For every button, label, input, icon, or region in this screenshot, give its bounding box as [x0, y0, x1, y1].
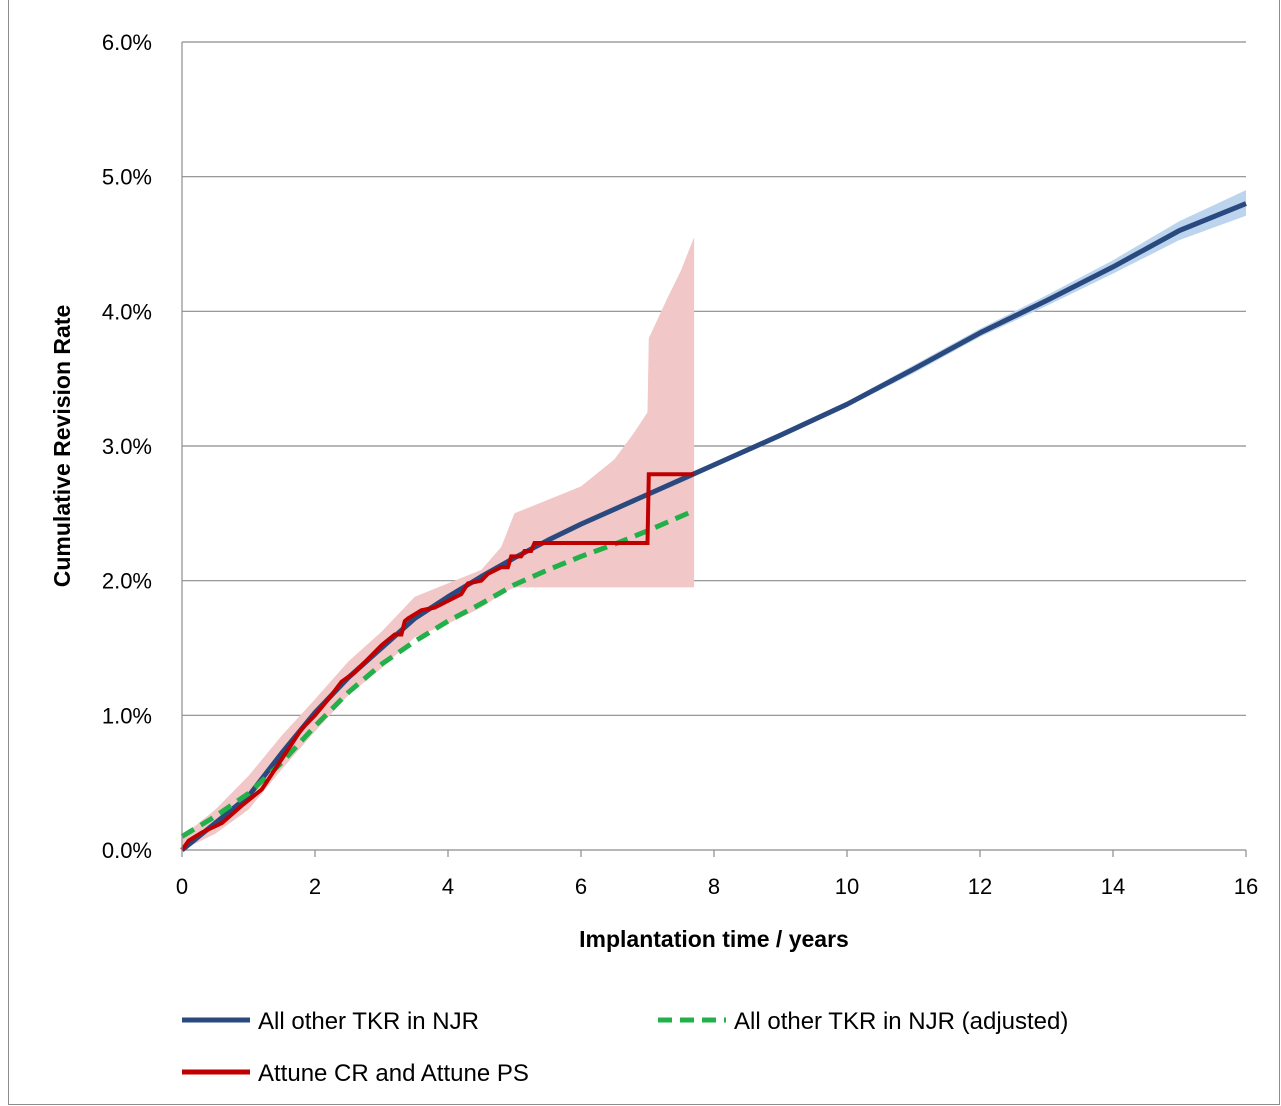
x-tick-label: 2	[309, 874, 321, 899]
y-tick-label: 3.0%	[102, 434, 152, 459]
series-line-all-other-tkr-adjusted	[180, 508, 696, 839]
x-tick-label: 14	[1101, 874, 1125, 899]
x-tick-label: 8	[708, 874, 720, 899]
legend-label-all-other-tkr: All other TKR in NJR	[258, 1008, 479, 1035]
x-tick-label: 12	[968, 874, 992, 899]
grid-layer	[182, 41, 1246, 851]
x-tick-label: 0	[176, 874, 188, 899]
y-tick-label: 6.0%	[102, 30, 152, 55]
y-tick-label: 0.0%	[102, 838, 152, 863]
y-axis-title: Cumulative Revision Rate	[49, 305, 75, 587]
series-line-attune	[180, 472, 695, 852]
confidence-bands	[182, 190, 1246, 851]
ci-band-all-other-tkr	[182, 190, 1246, 851]
chart-frame	[8, 0, 1280, 1105]
legend-label-all-other-tkr-adjusted: All other TKR in NJR (adjusted)	[734, 1008, 1068, 1035]
x-axis-title: Implantation time / years	[579, 926, 849, 952]
y-tick-label: 2.0%	[102, 569, 152, 594]
tick-labels: 0.0% 1.0% 2.0% 3.0% 4.0% 5.0% 6.0% 0 2 4 6 8 10 12 14 1…	[102, 30, 1258, 899]
y-tick-label: 5.0%	[102, 165, 152, 190]
series-line-all-other-tkr	[180, 201, 1247, 852]
y-tick-label: 4.0%	[102, 299, 152, 324]
axes	[181, 42, 1247, 857]
legend-label-attune: Attune CR and Attune PS	[258, 1060, 529, 1087]
y-tick-label: 1.0%	[102, 703, 152, 728]
legend: All other TKR in NJR All other TKR in NJ…	[182, 1008, 1068, 1087]
x-tick-label: 10	[835, 874, 859, 899]
x-tick-label: 6	[575, 874, 587, 899]
x-tick-label: 4	[442, 874, 454, 899]
x-tick-label: 16	[1234, 874, 1258, 899]
series-lines	[180, 201, 1247, 852]
